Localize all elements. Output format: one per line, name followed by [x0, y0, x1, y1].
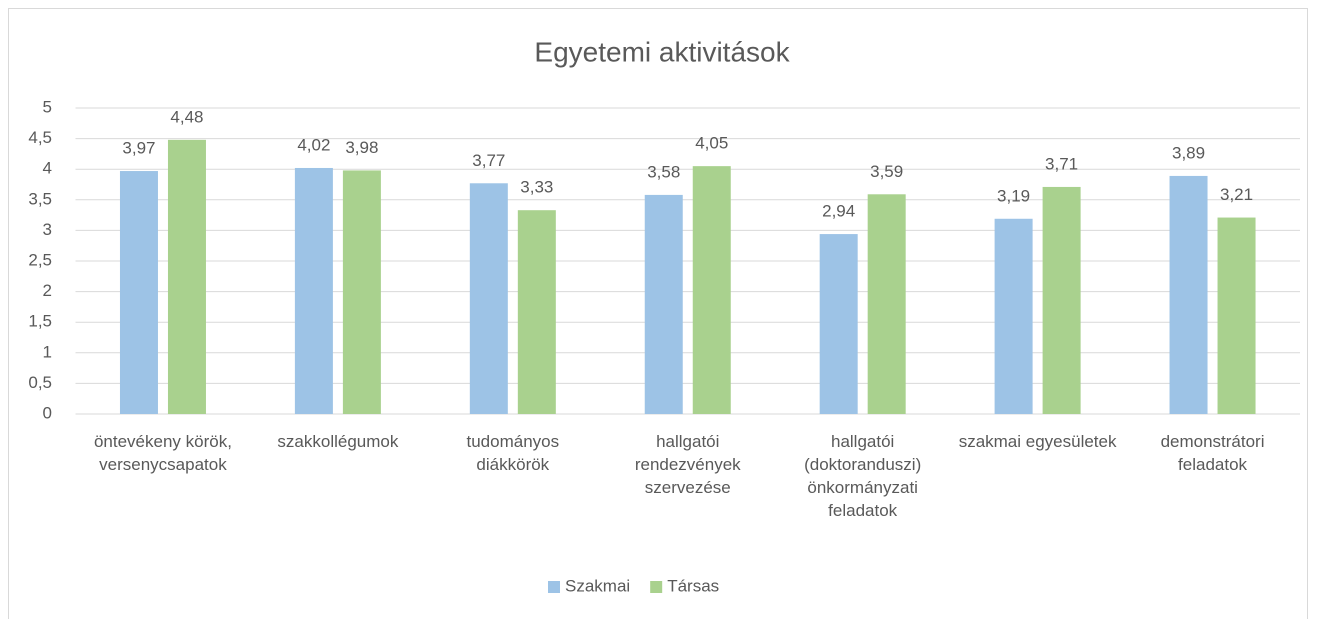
data-label: 3,71	[1045, 154, 1078, 173]
legend-swatch	[650, 581, 663, 593]
bar	[867, 194, 906, 414]
y-tick-label: 2,5	[28, 250, 52, 269]
legend-label: Szakmai	[565, 576, 630, 595]
bar	[517, 210, 556, 414]
data-label: 3,59	[870, 162, 903, 181]
data-label: 3,19	[997, 186, 1030, 205]
bar	[692, 166, 731, 414]
x-tick-label: hallgatói rendezvények szervezése	[634, 432, 741, 497]
bar	[1169, 175, 1208, 414]
x-tick-label: hallgatói (doktoranduszi) önkormányzati …	[804, 432, 922, 520]
data-label: 4,48	[170, 107, 203, 126]
y-tick-label: 4	[43, 159, 52, 178]
y-tick-label: 5	[43, 97, 52, 116]
bar	[167, 139, 206, 414]
data-label: 4,05	[695, 134, 728, 153]
x-tick-label: szakkollégumok	[277, 432, 399, 451]
x-tick-label: szakmai egyesületek	[958, 432, 1117, 451]
bar	[294, 167, 333, 414]
x-tick-label: tudományos diákkörök	[466, 432, 560, 474]
bar	[342, 170, 381, 414]
data-label: 3,98	[345, 138, 378, 157]
y-tick-label: 1,5	[28, 312, 52, 331]
data-label: 2,94	[822, 202, 855, 221]
bar	[119, 171, 158, 414]
bar	[644, 194, 683, 414]
data-label: 3,77	[472, 151, 505, 170]
bar	[819, 234, 858, 414]
data-label: 4,02	[297, 135, 330, 154]
y-tick-label: 3,5	[28, 189, 52, 208]
bar	[994, 218, 1033, 414]
data-label: 3,21	[1220, 185, 1253, 204]
data-label: 3,97	[122, 139, 155, 158]
y-tick-label: 1	[43, 342, 52, 361]
data-label: 3,89	[1172, 143, 1205, 162]
x-tick-label: öntevékeny körök, versenycsapatok	[93, 432, 232, 474]
bar	[1217, 217, 1256, 414]
y-tick-label: 2	[43, 281, 52, 300]
bar	[469, 183, 508, 414]
y-tick-label: 3	[43, 220, 52, 239]
chart-title: Egyetemi aktivitások	[534, 36, 790, 67]
legend-label: Társas	[667, 576, 719, 595]
y-tick-label: 0	[43, 403, 52, 422]
y-tick-label: 0,5	[28, 373, 52, 392]
data-label: 3,58	[647, 162, 680, 181]
legend-swatch	[548, 581, 560, 593]
x-tick-label: demonstrátori feladatok	[1160, 432, 1265, 474]
y-tick-label: 4,5	[28, 128, 52, 147]
data-label: 3,33	[520, 178, 553, 197]
bar	[1042, 186, 1081, 414]
